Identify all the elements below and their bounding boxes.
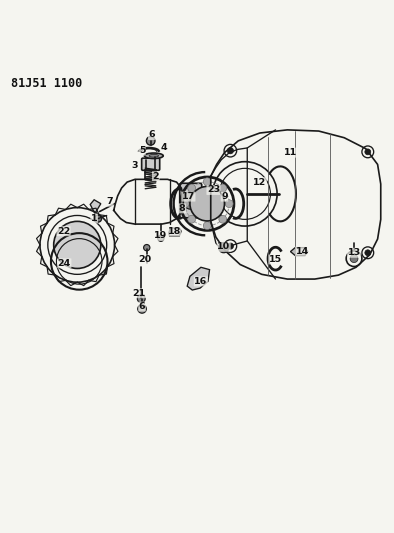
- Circle shape: [227, 148, 234, 154]
- Circle shape: [138, 295, 145, 303]
- Circle shape: [182, 192, 199, 209]
- Text: 13: 13: [348, 248, 361, 257]
- Text: 3: 3: [131, 161, 138, 171]
- Circle shape: [219, 184, 227, 192]
- Circle shape: [219, 243, 229, 253]
- Ellipse shape: [149, 155, 158, 157]
- Circle shape: [227, 243, 234, 249]
- Polygon shape: [187, 267, 210, 290]
- Text: 20: 20: [139, 255, 152, 264]
- Circle shape: [143, 245, 150, 251]
- Circle shape: [138, 304, 146, 313]
- Circle shape: [188, 215, 195, 223]
- Text: 6: 6: [139, 302, 145, 311]
- Text: 4: 4: [160, 143, 167, 152]
- Text: 5: 5: [139, 146, 145, 155]
- Circle shape: [181, 200, 189, 208]
- Text: 17: 17: [182, 192, 195, 201]
- Text: 6: 6: [149, 131, 155, 140]
- Circle shape: [219, 215, 227, 223]
- Text: 24: 24: [58, 259, 71, 268]
- Circle shape: [158, 235, 164, 241]
- FancyBboxPatch shape: [180, 183, 202, 218]
- Text: 18: 18: [167, 227, 181, 236]
- Polygon shape: [290, 248, 308, 255]
- Ellipse shape: [144, 153, 163, 158]
- Text: 19: 19: [154, 231, 167, 240]
- Circle shape: [188, 184, 195, 192]
- Circle shape: [225, 200, 233, 208]
- Text: 1: 1: [91, 214, 97, 223]
- Text: 14: 14: [296, 247, 309, 256]
- Circle shape: [203, 178, 211, 185]
- Circle shape: [190, 187, 225, 221]
- Text: 9: 9: [221, 192, 228, 201]
- Text: 22: 22: [57, 227, 70, 236]
- Circle shape: [203, 222, 211, 230]
- Circle shape: [146, 136, 155, 145]
- Text: 7: 7: [106, 197, 113, 206]
- Text: 23: 23: [207, 185, 220, 195]
- Text: 81J51 1100: 81J51 1100: [11, 77, 82, 90]
- FancyBboxPatch shape: [141, 158, 160, 171]
- Circle shape: [350, 255, 358, 263]
- Circle shape: [365, 149, 371, 155]
- Text: 8: 8: [179, 204, 186, 213]
- Text: 10: 10: [217, 243, 230, 252]
- Text: 12: 12: [253, 177, 266, 187]
- Circle shape: [365, 250, 371, 256]
- Circle shape: [54, 221, 101, 269]
- Text: 15: 15: [269, 255, 282, 264]
- Text: 16: 16: [194, 277, 208, 286]
- Text: 2: 2: [152, 172, 159, 181]
- Polygon shape: [90, 200, 101, 214]
- Text: 21: 21: [132, 289, 145, 298]
- Circle shape: [95, 215, 102, 222]
- Polygon shape: [169, 228, 181, 236]
- Text: 11: 11: [284, 148, 297, 157]
